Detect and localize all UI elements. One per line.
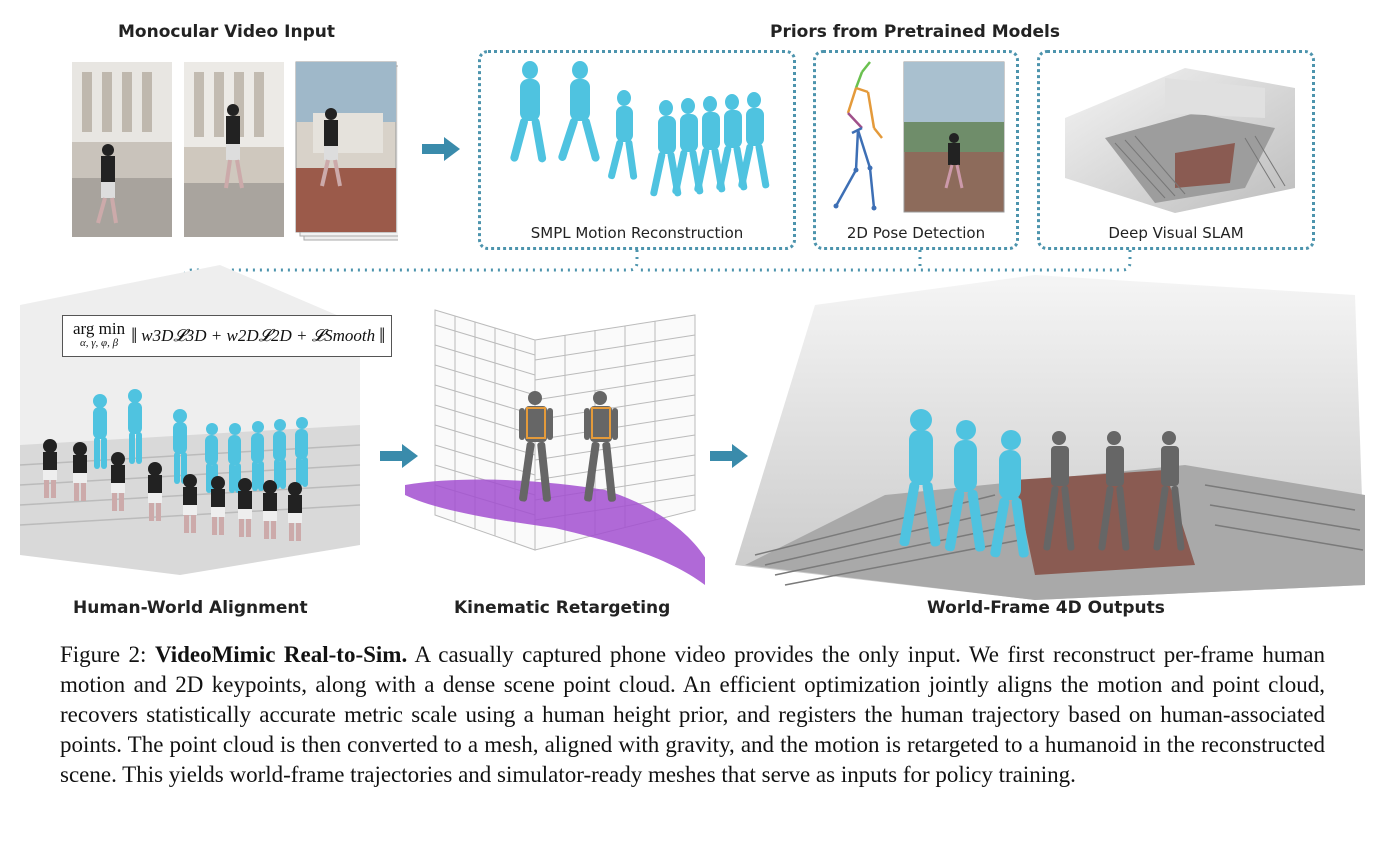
slam-box <box>1037 50 1315 250</box>
smpl-figures <box>510 61 770 197</box>
retarget-label: Kinematic Retargeting <box>454 598 671 618</box>
pose-skeleton <box>834 61 883 209</box>
world-humanoid-robots <box>1043 431 1185 551</box>
terrain-mesh <box>405 479 705 585</box>
smpl-human-meshes <box>510 61 770 197</box>
arrow-right-icon <box>422 137 460 161</box>
world-smpl-meshes <box>899 409 1029 558</box>
outputs-label: World-Frame 4D Outputs <box>927 598 1165 618</box>
caption-figure-label: Figure 2: <box>60 642 147 667</box>
video-frame-3 <box>295 61 398 241</box>
priors-title: Priors from Pretrained Models <box>770 22 1061 42</box>
arrow-right-icon <box>380 444 418 468</box>
alignment-label: Human-World Alignment <box>73 598 308 618</box>
slam-label: Deep Visual SLAM <box>1108 224 1244 242</box>
humanoid-robots <box>519 391 618 502</box>
slam-pointcloud <box>1065 68 1295 213</box>
pose-label: 2D Pose Detection <box>846 224 986 242</box>
smpl-label: SMPL Motion Reconstruction <box>530 224 744 242</box>
video-frame-1 <box>72 62 172 237</box>
formula-argmin: arg min <box>73 319 126 338</box>
pose-visual <box>833 61 1005 213</box>
optimization-formula: arg min α, γ, φ, β ‖ w3D𝓛3D + w2D𝓛2D + 𝓛… <box>62 315 392 357</box>
alignment-scene <box>20 265 361 575</box>
arrow-right-icon <box>710 444 748 468</box>
formula-vars: α, γ, φ, β <box>79 337 119 349</box>
formula-expression: w3D𝓛3D + w2D𝓛2D + 𝓛Smooth <box>141 326 376 345</box>
pose-box <box>813 50 1019 250</box>
monocular-video-title: Monocular Video Input <box>118 22 335 42</box>
caption-body: A casually captured phone video provides… <box>60 642 1325 787</box>
aligned-smpl-meshes <box>93 389 308 493</box>
video-frame-2 <box>184 62 284 237</box>
video-frame-stack <box>72 61 398 241</box>
retarget-scene <box>405 309 705 585</box>
world-frame-scene <box>735 275 1365 600</box>
figure-caption: Figure 2: VideoMimic Real-to-Sim. A casu… <box>60 640 1325 790</box>
aligned-person-points <box>43 439 302 541</box>
caption-title: VideoMimic Real-to-Sim. <box>154 642 408 667</box>
smpl-box <box>478 50 796 250</box>
